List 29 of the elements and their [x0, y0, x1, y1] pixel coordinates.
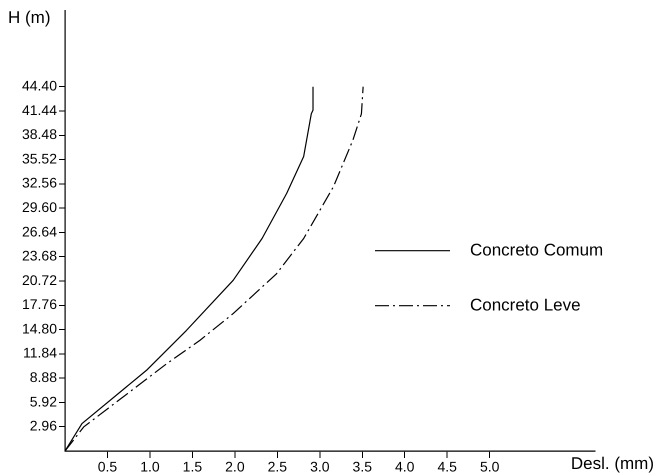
- y-tick-label: 41.44: [22, 102, 58, 118]
- x-tick-label: 3.0: [310, 458, 330, 474]
- x-tick-label: 3.5: [352, 458, 372, 474]
- y-tick-label: 44.40: [22, 78, 58, 94]
- x-axis-title: Desl. (mm): [570, 454, 654, 474]
- x-tick-label: 1.0: [140, 458, 160, 474]
- y-tick-label: 38.48: [22, 126, 58, 142]
- y-tick-label: 29.60: [22, 198, 58, 215]
- x-tick-label: 4.0: [395, 458, 415, 474]
- y-tick-label: 20.72: [22, 272, 58, 288]
- x-tick-label: 2.0: [225, 458, 245, 474]
- y-tick-label: 35.52: [22, 150, 58, 166]
- x-tick-label: 4.5: [437, 458, 458, 474]
- y-tick-label: 14.80: [22, 320, 58, 336]
- y-tick-label: 26.64: [22, 223, 58, 240]
- y-axis-title: H (m): [8, 8, 50, 28]
- x-tick-label: 5.0: [480, 458, 500, 474]
- x-tick-label: 2.5: [268, 458, 288, 474]
- y-tick-label: 11.84: [23, 344, 58, 361]
- legend-label: Concreto Leve: [470, 295, 581, 314]
- y-tick-label: 5.92: [30, 393, 58, 410]
- y-tick-label: 8.88: [30, 369, 58, 385]
- y-tick-label: 23.68: [22, 248, 58, 264]
- x-tick-label: 1.5: [182, 458, 202, 474]
- y-tick-label: 32.56: [22, 174, 58, 191]
- y-tick-label: 2.96: [30, 418, 58, 434]
- legend-label: Concreto Comum: [470, 240, 604, 260]
- x-tick-label: 0.5: [98, 458, 118, 474]
- y-tick-label: 17.76: [22, 296, 58, 312]
